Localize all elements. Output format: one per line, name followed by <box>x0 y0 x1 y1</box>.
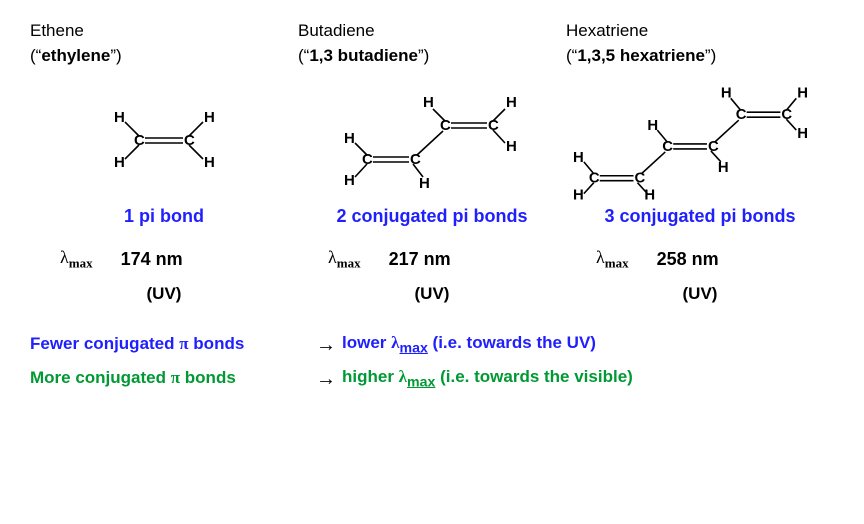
mol-name: Butadiene <box>298 20 566 42</box>
svg-text:H: H <box>718 160 729 176</box>
mol-name: Ethene <box>30 20 298 42</box>
region-label: (UV) <box>298 284 566 304</box>
lambda-symbol: λmax <box>596 247 629 272</box>
mol-name: Hexatriene <box>566 20 834 42</box>
svg-text:H: H <box>797 126 808 142</box>
mol-alt: (“ethylene”) <box>30 46 298 66</box>
svg-text:C: C <box>781 107 792 123</box>
lambda-symbol: λmax <box>328 247 361 272</box>
svg-text:H: H <box>344 130 355 147</box>
svg-text:C: C <box>362 151 373 168</box>
lambda-value: 217 nm <box>389 249 451 270</box>
svg-text:H: H <box>506 94 517 111</box>
lambda-row: λmax 258 nm <box>566 247 834 272</box>
svg-text:H: H <box>423 94 434 111</box>
summary-block: Fewer conjugated π bonds → lower λmax (i… <box>30 328 834 396</box>
lambda-row: λmax 174 nm <box>30 247 298 272</box>
svg-text:H: H <box>204 109 215 126</box>
svg-text:H: H <box>573 150 584 166</box>
svg-text:C: C <box>184 132 195 149</box>
region-label: (UV) <box>30 284 298 304</box>
summary-left: More conjugated π bonds <box>30 368 236 387</box>
svg-text:C: C <box>134 132 145 149</box>
svg-text:C: C <box>488 117 499 134</box>
svg-text:H: H <box>344 172 355 189</box>
col-butadiene: Butadiene (“1,3 butadiene”) <box>298 20 566 304</box>
region-label: (UV) <box>566 284 834 304</box>
pi-bond-count: 3 conjugated pi bonds <box>566 206 834 227</box>
summary-left: Fewer conjugated π bonds <box>30 334 244 353</box>
structure-ethene: C C H H H H <box>30 80 298 200</box>
svg-text:H: H <box>644 188 655 200</box>
arrow-icon: → <box>310 328 342 362</box>
svg-text:C: C <box>440 117 451 134</box>
svg-text:C: C <box>736 107 747 123</box>
svg-text:H: H <box>506 138 517 155</box>
lambda-value: 174 nm <box>121 249 183 270</box>
structure-hexatriene: C C C C C C H H H H H H H H <box>566 80 834 200</box>
svg-text:C: C <box>708 139 719 155</box>
svg-text:C: C <box>634 171 645 187</box>
pi-bond-count: 1 pi bond <box>30 206 298 227</box>
mol-alt: (“1,3 butadiene”) <box>298 46 566 66</box>
svg-text:H: H <box>204 154 215 171</box>
svg-text:C: C <box>662 139 673 155</box>
summary-right: higher λmax (i.e. towards the visible) <box>342 363 633 394</box>
svg-text:H: H <box>114 109 125 126</box>
svg-text:H: H <box>647 118 658 134</box>
svg-text:H: H <box>797 85 808 101</box>
lambda-row: λmax 217 nm <box>298 247 566 272</box>
col-ethene: Ethene (“ethylene”) C C H H H H 1 pi bond λ… <box>30 20 298 304</box>
col-hexatriene: Hexatriene (“1,3,5 hexatriene”) <box>566 20 834 304</box>
molecule-row: Ethene (“ethylene”) C C H H H H 1 pi bond λ… <box>30 20 834 304</box>
svg-text:H: H <box>419 175 430 192</box>
mol-alt: (“1,3,5 hexatriene”) <box>566 46 834 66</box>
svg-text:C: C <box>589 171 600 187</box>
svg-text:H: H <box>721 85 732 101</box>
arrow-icon: → <box>310 362 342 396</box>
structure-butadiene: C C C C H H H H H H <box>298 80 566 200</box>
svg-text:H: H <box>573 188 584 200</box>
summary-line-more: More conjugated π bonds → higher λmax (i… <box>30 362 834 396</box>
lambda-value: 258 nm <box>657 249 719 270</box>
svg-text:C: C <box>410 151 421 168</box>
lambda-symbol: λmax <box>60 247 93 272</box>
summary-line-fewer: Fewer conjugated π bonds → lower λmax (i… <box>30 328 834 362</box>
pi-bond-count: 2 conjugated pi bonds <box>298 206 566 227</box>
summary-right: lower λmax (i.e. towards the UV) <box>342 329 596 360</box>
svg-text:H: H <box>114 154 125 171</box>
